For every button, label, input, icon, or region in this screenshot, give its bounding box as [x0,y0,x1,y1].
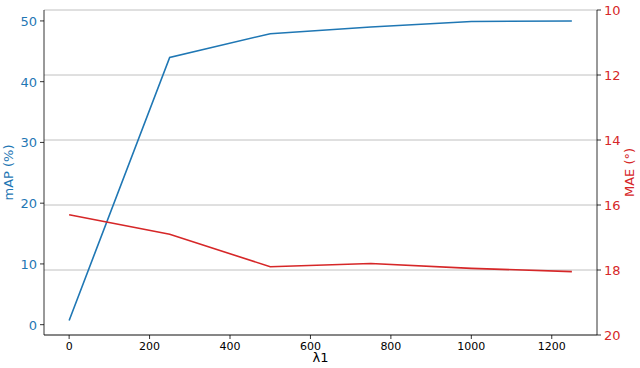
x-tick [230,335,231,339]
x-tick-label: 200 [139,340,160,353]
grid-line [44,140,597,141]
x-axis-label: λ1 [313,350,329,365]
bottom-spine [44,335,597,336]
x-tick-label: 1000 [457,340,485,353]
chart: 0200400600800100012000102030405010121416… [0,0,640,368]
x-tick-label: 0 [66,340,73,353]
y2-tick [597,10,601,11]
grid-line [44,205,597,206]
y-tick-label: 30 [20,135,37,150]
x-tick [471,335,472,339]
y-axis-label: mAP (%) [1,144,16,200]
y-tick-label: 20 [20,196,37,211]
x-tick [149,335,150,339]
y2-axis-label: MAE (°) [622,148,637,197]
y-tick-label: 40 [20,75,37,90]
plot-area [69,21,572,320]
y2-tick-label: 16 [604,198,621,213]
y-tick [40,324,44,325]
y2-tick [597,205,601,206]
x-tick [69,335,70,339]
x-tick-label: 1200 [538,340,566,353]
y2-tick [597,335,601,336]
grid-line [44,75,597,76]
grid-line [44,335,597,336]
y-tick-label: 0 [29,318,37,333]
y-tick-label: 50 [20,14,37,29]
y-tick-label: 10 [20,257,37,272]
y2-tick-label: 12 [604,68,621,83]
x-tick [390,335,391,339]
grid-line [44,10,597,11]
left-spine [44,10,45,335]
y2-tick [597,140,601,141]
series-line [69,215,572,272]
x-tick [551,335,552,339]
y2-tick-label: 14 [604,133,621,148]
y2-tick [597,75,601,76]
y-tick [40,20,44,21]
x-tick-label: 800 [380,340,401,353]
x-tick-label: 400 [220,340,241,353]
y2-tick-label: 18 [604,263,621,278]
y-tick [40,263,44,264]
y2-tick-label: 20 [604,328,621,343]
y-tick [40,81,44,82]
series-line [69,21,572,320]
right-spine [597,10,598,335]
y-tick [40,142,44,143]
x-tick [310,335,311,339]
y2-tick-label: 10 [604,3,621,18]
y2-tick [597,270,601,271]
y-tick [40,203,44,204]
